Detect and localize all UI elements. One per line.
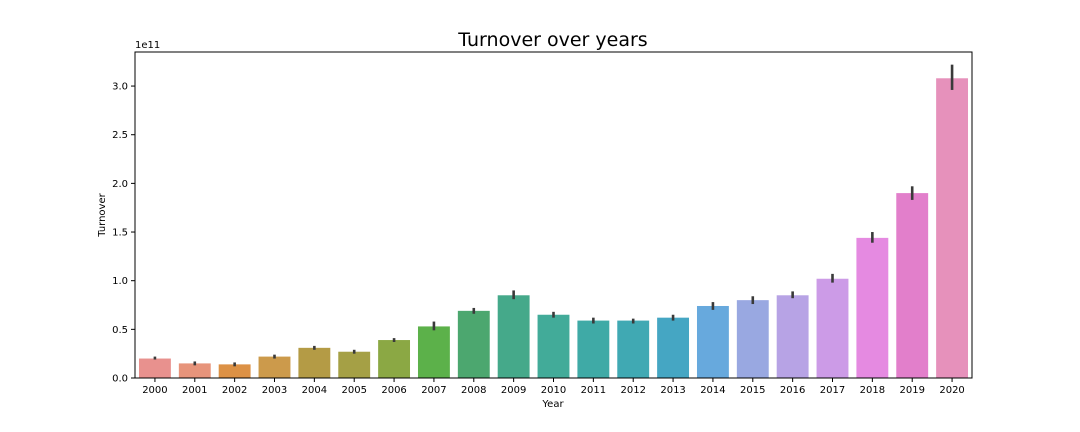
x-tick-label: 2009: [501, 385, 526, 396]
y-axis: 0.0 0.5 1.0 1.5 2.0 2.5 3.0: [112, 82, 135, 385]
x-tick-label: 2005: [341, 385, 366, 396]
bar-2011: [577, 320, 610, 378]
y-tick-label: 3.0: [112, 82, 128, 93]
x-tick-label: 2012: [620, 385, 645, 396]
bar-2010: [537, 314, 570, 378]
bar-2020: [936, 78, 969, 378]
bar-2003: [258, 356, 291, 378]
x-axis-label: Year: [541, 399, 564, 410]
y-axis-label: Turnover: [97, 192, 108, 237]
y-tick-label: 0.0: [112, 374, 128, 385]
y-tick-label: 2.0: [112, 179, 128, 190]
bar-2004: [298, 347, 331, 378]
bar-2007: [417, 326, 450, 378]
x-tick-label: 2017: [820, 385, 845, 396]
bar-2005: [338, 351, 371, 378]
x-axis: 2000 2001 2002 2003 2004 2005 2006 2007 2008 2009…: [142, 378, 965, 396]
bar-2012: [617, 320, 650, 378]
x-tick-label: 2014: [700, 385, 725, 396]
bar-2000: [138, 358, 171, 378]
y-tick-label: 2.5: [112, 130, 128, 141]
x-tick-label: 2008: [461, 385, 486, 396]
x-tick-label: 2007: [421, 385, 446, 396]
x-tick-label: 2019: [899, 385, 924, 396]
y-tick-label: 0.5: [112, 325, 128, 336]
y-tick-label: 1.0: [112, 276, 128, 287]
bar-2006: [378, 340, 411, 378]
x-tick-label: 2015: [740, 385, 765, 396]
x-tick-label: 2003: [262, 385, 287, 396]
bars-layer: [138, 78, 969, 378]
x-tick-label: 2013: [660, 385, 685, 396]
bar-2017: [816, 278, 849, 378]
x-tick-label: 2004: [302, 385, 327, 396]
x-tick-label: 2018: [860, 385, 885, 396]
bar-2001: [178, 363, 211, 378]
bar-2019: [896, 193, 929, 378]
x-tick-label: 2001: [182, 385, 207, 396]
bar-2015: [736, 300, 769, 378]
bar-2016: [776, 295, 809, 378]
x-tick-label: 2016: [780, 385, 805, 396]
bar-2013: [657, 317, 690, 378]
x-tick-label: 2010: [541, 385, 566, 396]
chart-title: Turnover over years: [457, 29, 647, 51]
error-bars-layer: [153, 64, 954, 367]
bar-2009: [497, 295, 530, 378]
y-tick-label: 1.5: [112, 228, 128, 239]
bar-2014: [696, 305, 729, 378]
x-tick-label: 2002: [222, 385, 247, 396]
bar-2008: [457, 310, 490, 378]
bar-2018: [856, 237, 889, 378]
x-tick-label: 2011: [581, 385, 606, 396]
x-tick-label: 2020: [939, 385, 964, 396]
x-tick-label: 2006: [381, 385, 406, 396]
x-tick-label: 2000: [142, 385, 167, 396]
axes-frame: [134, 51, 973, 379]
y-offset-label: 1e11: [135, 40, 160, 51]
bar-2002: [218, 364, 251, 378]
